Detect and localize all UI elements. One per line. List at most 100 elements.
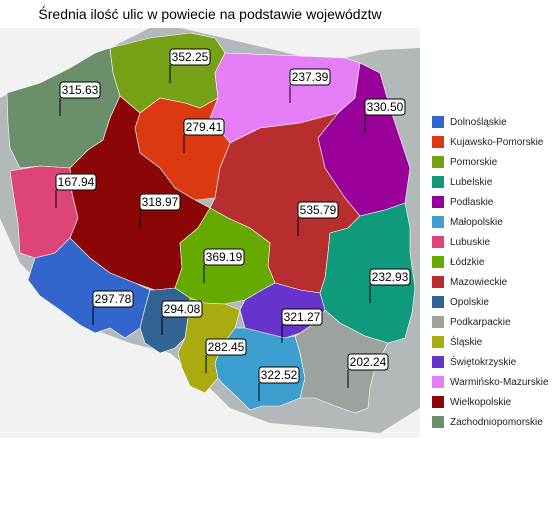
callout-value: 202.24 [350,355,387,369]
legend-swatch [432,356,444,368]
legend-label: Mazowieckie [450,276,508,288]
callout-value: 294.08 [164,302,201,316]
callout-box [258,366,300,384]
legend-label: Łódzkie [450,256,485,268]
legend-label: Podlaskie [450,196,494,208]
callout-box [364,98,406,116]
legend-item-opolskie[interactable]: Opolskie [432,292,549,312]
legend-item-pomorskie[interactable]: Pomorskie [432,152,549,172]
value-callout-swietokrzyskie[interactable]: 321.27 [281,308,323,343]
value-callout-kujawsko-pomorskie[interactable]: 279.41 [183,118,225,153]
value-callout-lodzkie[interactable]: 369.19 [203,248,245,283]
legend-item-lodzkie[interactable]: Łódzkie [432,252,549,272]
legend-swatch [432,156,444,168]
legend-item-mazowieckie[interactable]: Mazowieckie [432,272,549,292]
legend-label: Opolskie [450,296,489,308]
legend-swatch [432,296,444,308]
legend-label: Kujawsko-Pomorskie [450,136,544,148]
legend-label: Świętokrzyskie [450,356,517,368]
value-callout-zachodniopomorskie[interactable]: 315.63 [59,81,101,116]
callout-value: 297.78 [95,292,132,306]
legend-label: Pomorskie [450,156,498,168]
callout-box [203,248,245,266]
legend: Dolnośląskie Kujawsko-Pomorskie Pomorskie L… [432,112,549,432]
value-callout-podkarpackie[interactable]: 202.24 [347,353,389,388]
land-west [0,28,150,98]
legend-item-zachodniopomorskie[interactable]: Zachodniopomorskie [432,412,549,432]
legend-item-malopolskie[interactable]: Małopolskie [432,212,549,232]
callout-value: 322.52 [261,368,298,382]
callout-box [183,118,225,136]
value-callout-lubelskie[interactable]: 232.93 [369,268,411,303]
legend-swatch [432,136,444,148]
legend-swatch [432,376,444,388]
legend-swatch [432,276,444,288]
value-callout-opolskie[interactable]: 294.08 [161,300,203,335]
callout-box [289,68,331,86]
land-south [0,218,420,438]
legend-item-podkarpackie[interactable]: Podkarpackie [432,312,549,332]
poland-map[interactable]: 297.78 279.41 352.25 232.93 330.50 322.52 167.… [0,28,420,438]
callout-box [281,308,323,326]
value-callout-dolnoslaskie[interactable]: 297.78 [92,290,134,325]
legend-item-podlaskie[interactable]: Podlaskie [432,192,549,212]
legend-item-dolnoslaskie[interactable]: Dolnośląskie [432,112,549,132]
legend-label: Dolnośląskie [450,116,507,128]
callout-value: 352.25 [172,50,209,64]
callout-box [139,193,181,211]
legend-swatch [432,216,444,228]
land-east [180,28,420,58]
callout-box [169,48,211,66]
legend-swatch [432,256,444,268]
legend-item-lubuskie[interactable]: Lubuskie [432,232,549,252]
value-callout-podlaskie[interactable]: 330.50 [364,98,406,133]
map-panel[interactable]: 297.78 279.41 352.25 232.93 330.50 322.52 167.… [0,28,420,438]
callout-value: 318.97 [142,195,179,209]
legend-item-kujawsko-pomorskie[interactable]: Kujawsko-Pomorskie [432,132,549,152]
legend-label: Warmińsko-Mazurskie [450,376,549,388]
callout-box [55,173,97,191]
callout-box [297,201,339,219]
value-callout-lubuskie[interactable]: 167.94 [55,173,97,208]
legend-label: Zachodniopomorskie [450,416,543,428]
callout-box [347,353,389,371]
legend-label: Lubelskie [450,176,493,188]
callout-value: 535.79 [300,203,337,217]
legend-item-wielkopolskie[interactable]: Wielkopolskie [432,392,549,412]
value-callout-pomorskie[interactable]: 352.25 [169,48,211,83]
legend-item-warminsko-mazurskie[interactable]: Warmińsko-Mazurskie [432,372,549,392]
region-podkarpackie[interactable] [294,309,389,414]
value-callout-wielkopolskie[interactable]: 318.97 [139,193,181,228]
legend-label: Wielkopolskie [450,396,512,408]
legend-item-swietokrzyskie[interactable]: Świętokrzyskie [432,352,549,372]
legend-swatch [432,176,444,188]
callout-value: 330.50 [367,100,404,114]
callout-box [205,338,247,356]
legend-item-lubelskie[interactable]: Lubelskie [432,172,549,192]
legend-swatch [432,416,444,428]
legend-swatch [432,196,444,208]
legend-swatch [432,336,444,348]
legend-swatch [432,316,444,328]
callout-value: 369.19 [206,250,243,264]
callout-box [369,268,411,286]
legend-label: Lubuskie [450,236,491,248]
legend-label: Śląskie [450,336,483,348]
callout-value: 321.27 [284,310,321,324]
value-callout-malopolskie[interactable]: 322.52 [258,366,300,401]
callout-value: 232.93 [372,270,409,284]
value-callout-slaskie[interactable]: 282.45 [205,338,247,373]
callout-value: 315.63 [62,83,99,97]
value-callout-warminsko-mazurskie[interactable]: 237.39 [289,68,331,103]
callout-box [92,290,134,308]
callout-value: 167.94 [58,175,95,189]
callout-box [59,81,101,99]
legend-label: Małopolskie [450,216,503,228]
callout-box [161,300,203,318]
value-callout-mazowieckie[interactable]: 535.79 [297,201,339,236]
region-lubelskie[interactable] [319,202,416,344]
legend-swatch [432,116,444,128]
map-title: Średnia ilość ulic w powiecie na podstaw… [38,6,382,22]
callout-value: 279.41 [186,120,223,134]
legend-item-slaskie[interactable]: Śląskie [432,332,549,352]
